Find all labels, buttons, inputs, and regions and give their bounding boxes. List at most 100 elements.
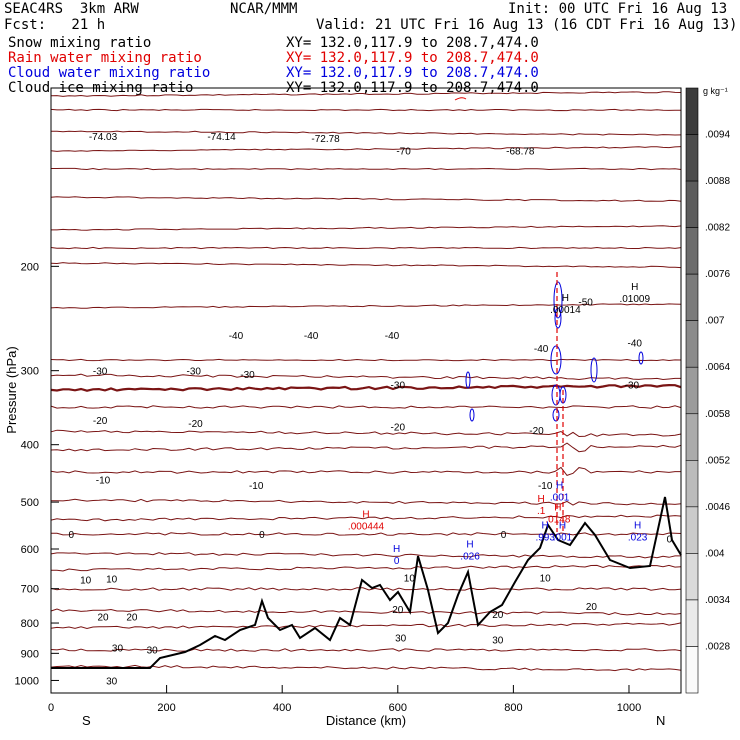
cloud-water-contour bbox=[469, 408, 475, 422]
contour-label: 10 bbox=[404, 574, 416, 585]
isotherm-line bbox=[51, 130, 682, 136]
isotherm-line bbox=[50, 514, 682, 522]
extremum-value: 0 bbox=[394, 556, 400, 567]
x-tick-label: 200 bbox=[157, 702, 175, 714]
cloud-water-contour bbox=[590, 357, 598, 383]
isotherm-line bbox=[50, 466, 681, 476]
y-tick-label: 1000 bbox=[15, 675, 39, 687]
colorbar-label: .0082 bbox=[705, 223, 730, 234]
contour-label: -74.03 bbox=[89, 132, 118, 143]
colorbar-label: .004 bbox=[705, 548, 725, 559]
colorbar-label: .0028 bbox=[705, 641, 730, 652]
colorbar-swatch bbox=[685, 273, 699, 321]
extremum-marker: H bbox=[538, 494, 545, 505]
contour-label: -50 bbox=[578, 297, 593, 308]
extremum-marker: H bbox=[559, 521, 566, 532]
isotherm-line bbox=[50, 405, 682, 409]
header-init: Init: 00 UTC Fri 16 Aug 13 bbox=[508, 1, 728, 17]
field-xy-cloud-water: XY= 132.0,117.9 to 208.7,474.0 bbox=[286, 65, 539, 81]
y-tick-label: 600 bbox=[21, 544, 39, 556]
colorbar-label: .0058 bbox=[705, 409, 730, 420]
colorbar-swatch bbox=[685, 413, 699, 461]
plot-frame bbox=[50, 87, 682, 694]
extremum-marker: H bbox=[393, 544, 400, 555]
contour-labels: -74.03 -74.14 -72.78 -70 -68.78 -50 -40 -40 -40 -… bbox=[68, 132, 672, 687]
contour-label: -40 bbox=[229, 331, 244, 342]
field-xy-snow: XY= 132.0,117.9 to 208.7,474.0 bbox=[286, 35, 539, 51]
rain-contours bbox=[454, 97, 564, 532]
colorbar-label: .007 bbox=[705, 316, 725, 327]
y-tick-label: 700 bbox=[21, 584, 39, 596]
contour-label: 0 bbox=[667, 534, 673, 545]
extremum-marker: H bbox=[562, 293, 569, 304]
colorbar-swatch bbox=[685, 506, 699, 554]
contour-label: -20 bbox=[93, 416, 108, 427]
contour-label: -40 bbox=[304, 331, 319, 342]
contour-label: 30 bbox=[112, 643, 124, 654]
x-tick-label: 400 bbox=[273, 702, 291, 714]
field-name-cloud-water: Cloud water mixing ratio bbox=[8, 65, 211, 81]
extremum-value: .000444 bbox=[348, 522, 385, 533]
cloud-water-contours bbox=[465, 281, 644, 422]
colorbar-unit: g kg⁻¹ bbox=[703, 86, 728, 96]
direction-south: S bbox=[82, 713, 91, 728]
contour-label: 0 bbox=[68, 530, 74, 541]
isotherm-line bbox=[50, 196, 682, 202]
isotherm-line bbox=[50, 498, 682, 506]
y-tick-label: 500 bbox=[21, 497, 39, 509]
isotherm-line bbox=[50, 108, 681, 112]
isotherm-line bbox=[51, 167, 682, 171]
extremum-marker: H bbox=[554, 503, 561, 514]
isotherm-line bbox=[50, 146, 682, 152]
contour-label: 20 bbox=[97, 613, 109, 624]
direction-north: N bbox=[656, 713, 665, 728]
field-name-rain: Rain water mixing ratio bbox=[8, 50, 202, 66]
isotherm-line bbox=[50, 552, 681, 559]
isotherm-line bbox=[50, 564, 682, 572]
extremum-marker: H bbox=[466, 539, 473, 550]
colorbar-swatch bbox=[685, 460, 699, 508]
extremum-marker: H bbox=[634, 521, 641, 532]
isotherm-line bbox=[50, 246, 682, 250]
x-tick-label: 1000 bbox=[617, 702, 641, 714]
x-tick-label: 800 bbox=[504, 702, 522, 714]
extremum-marker: H bbox=[631, 282, 638, 293]
extremum-value: .0148 bbox=[545, 515, 570, 526]
x-tick-label: 600 bbox=[389, 702, 407, 714]
extremum-value: .001 bbox=[550, 492, 570, 503]
contour-label: 20 bbox=[492, 610, 504, 621]
contour-label: 20 bbox=[392, 605, 404, 616]
contour-label: -30 bbox=[187, 367, 202, 378]
colorbar-label: .0094 bbox=[705, 130, 730, 141]
extremum-value: .00014 bbox=[550, 305, 581, 316]
extremum-value: .026 bbox=[460, 551, 480, 562]
cloud-water-contour bbox=[552, 408, 560, 422]
colorbar-label: .0076 bbox=[705, 269, 730, 280]
contour-label: -30 bbox=[625, 381, 640, 392]
field-name-snow: Snow mixing ratio bbox=[8, 35, 152, 51]
extremum-marker: H bbox=[556, 480, 563, 491]
isotherm-line bbox=[50, 91, 682, 97]
header-experiment: SEAC4RS 3km ARW bbox=[4, 1, 139, 17]
colorbar-swatch bbox=[685, 134, 699, 182]
isotherm-line bbox=[50, 608, 682, 616]
isotherm-line bbox=[50, 383, 682, 392]
header-fcst: Fcst: 21 h bbox=[4, 17, 106, 33]
contour-label: -70 bbox=[396, 147, 411, 158]
colorbar-label: .0034 bbox=[705, 595, 730, 606]
contour-label: -30 bbox=[240, 370, 255, 381]
isotherm-line bbox=[50, 648, 682, 652]
extremum-value: .01009 bbox=[619, 294, 650, 305]
isotherm-line bbox=[50, 664, 682, 672]
colorbar-label: .0064 bbox=[705, 362, 730, 373]
contour-label: 20 bbox=[126, 613, 138, 624]
cloud-water-contour bbox=[465, 371, 471, 389]
contour-label: 10 bbox=[540, 574, 552, 585]
header-org: NCAR/MMM bbox=[230, 1, 298, 17]
y-tick-label: 300 bbox=[21, 366, 39, 378]
colorbar-swatch bbox=[685, 553, 699, 601]
contour-label: -20 bbox=[188, 419, 203, 430]
colorbar-label: .0052 bbox=[705, 455, 730, 466]
